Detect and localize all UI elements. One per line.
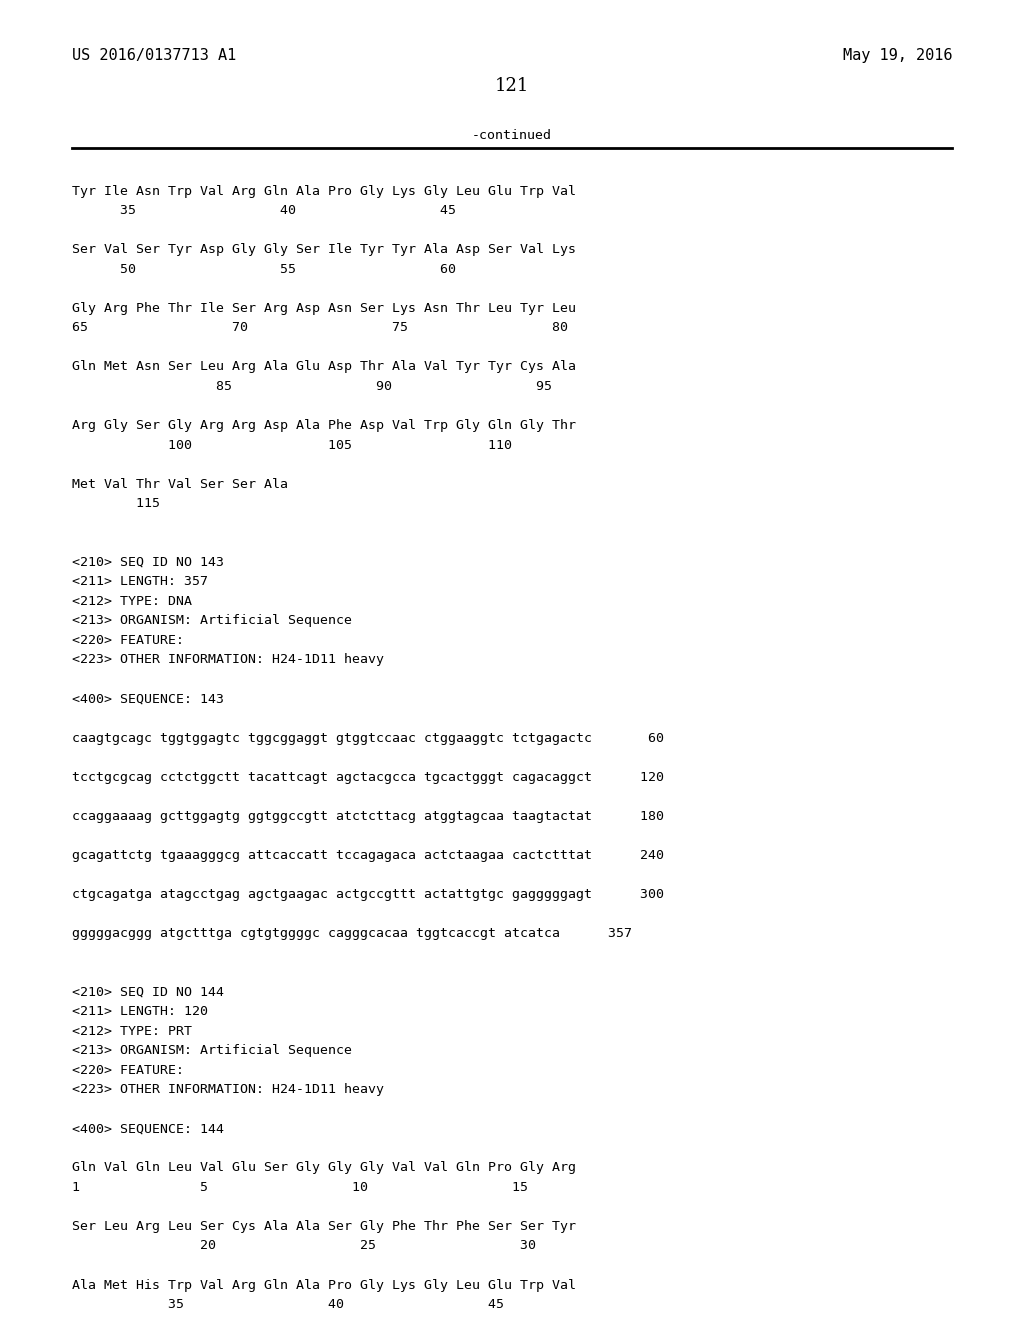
Text: <210> SEQ ID NO 144: <210> SEQ ID NO 144 [72, 986, 223, 998]
Text: <220> FEATURE:: <220> FEATURE: [72, 634, 183, 647]
Text: 100                 105                 110: 100 105 110 [72, 438, 512, 451]
Text: Arg Gly Ser Gly Arg Arg Asp Ala Phe Asp Val Trp Gly Gln Gly Thr: Arg Gly Ser Gly Arg Arg Asp Ala Phe Asp … [72, 418, 575, 432]
Text: gcagattctg tgaaagggcg attcaccatt tccagagaca actctaagaa cactctttat      240: gcagattctg tgaaagggcg attcaccatt tccagag… [72, 849, 664, 862]
Text: Tyr Ile Asn Trp Val Arg Gln Ala Pro Gly Lys Gly Leu Glu Trp Val: Tyr Ile Asn Trp Val Arg Gln Ala Pro Gly … [72, 185, 575, 198]
Text: gggggacggg atgctttga cgtgtggggc cagggcacaa tggtcaccgt atcatca      357: gggggacggg atgctttga cgtgtggggc cagggcac… [72, 927, 632, 940]
Text: 115: 115 [72, 498, 160, 510]
Text: 121: 121 [495, 77, 529, 95]
Text: <400> SEQUENCE: 143: <400> SEQUENCE: 143 [72, 693, 223, 705]
Text: <211> LENGTH: 357: <211> LENGTH: 357 [72, 576, 208, 589]
Text: 20                  25                  30: 20 25 30 [72, 1239, 536, 1253]
Text: 1               5                  10                  15: 1 5 10 15 [72, 1181, 527, 1193]
Text: <212> TYPE: DNA: <212> TYPE: DNA [72, 595, 191, 607]
Text: <223> OTHER INFORMATION: H24-1D11 heavy: <223> OTHER INFORMATION: H24-1D11 heavy [72, 653, 384, 667]
Text: 85                  90                  95: 85 90 95 [72, 380, 552, 393]
Text: Gln Met Asn Ser Leu Arg Ala Glu Asp Thr Ala Val Tyr Tyr Cys Ala: Gln Met Asn Ser Leu Arg Ala Glu Asp Thr … [72, 360, 575, 374]
Text: 35                  40                  45: 35 40 45 [72, 205, 456, 216]
Text: Ser Val Ser Tyr Asp Gly Gly Ser Ile Tyr Tyr Ala Asp Ser Val Lys: Ser Val Ser Tyr Asp Gly Gly Ser Ile Tyr … [72, 243, 575, 256]
Text: <400> SEQUENCE: 144: <400> SEQUENCE: 144 [72, 1122, 223, 1135]
Text: <213> ORGANISM: Artificial Sequence: <213> ORGANISM: Artificial Sequence [72, 1044, 351, 1057]
Text: Gln Val Gln Leu Val Glu Ser Gly Gly Gly Val Val Gln Pro Gly Arg: Gln Val Gln Leu Val Glu Ser Gly Gly Gly … [72, 1162, 575, 1175]
Text: <223> OTHER INFORMATION: H24-1D11 heavy: <223> OTHER INFORMATION: H24-1D11 heavy [72, 1084, 384, 1096]
Text: -continued: -continued [472, 129, 552, 143]
Text: Ala Met His Trp Val Arg Gln Ala Pro Gly Lys Gly Leu Glu Trp Val: Ala Met His Trp Val Arg Gln Ala Pro Gly … [72, 1279, 575, 1291]
Text: <210> SEQ ID NO 143: <210> SEQ ID NO 143 [72, 556, 223, 569]
Text: tcctgcgcag cctctggctt tacattcagt agctacgcca tgcactgggt cagacaggct      120: tcctgcgcag cctctggctt tacattcagt agctacg… [72, 771, 664, 784]
Text: <213> ORGANISM: Artificial Sequence: <213> ORGANISM: Artificial Sequence [72, 614, 351, 627]
Text: Met Val Thr Val Ser Ser Ala: Met Val Thr Val Ser Ser Ala [72, 478, 288, 491]
Text: <220> FEATURE:: <220> FEATURE: [72, 1064, 183, 1077]
Text: caagtgcagc tggtggagtc tggcggaggt gtggtccaac ctggaaggtc tctgagactc       60: caagtgcagc tggtggagtc tggcggaggt gtggtcc… [72, 731, 664, 744]
Text: Ser Leu Arg Leu Ser Cys Ala Ala Ser Gly Phe Thr Phe Ser Ser Tyr: Ser Leu Arg Leu Ser Cys Ala Ala Ser Gly … [72, 1220, 575, 1233]
Text: ccaggaaaag gcttggagtg ggtggccgtt atctcttacg atggtagcaa taagtactat      180: ccaggaaaag gcttggagtg ggtggccgtt atctctt… [72, 809, 664, 822]
Text: 65                  70                  75                  80: 65 70 75 80 [72, 321, 567, 334]
Text: <212> TYPE: PRT: <212> TYPE: PRT [72, 1024, 191, 1038]
Text: Gly Arg Phe Thr Ile Ser Arg Asp Asn Ser Lys Asn Thr Leu Tyr Leu: Gly Arg Phe Thr Ile Ser Arg Asp Asn Ser … [72, 302, 575, 314]
Text: 50                  55                  60: 50 55 60 [72, 263, 456, 276]
Text: ctgcagatga atagcctgag agctgaagac actgccgttt actattgtgc gagggggagt      300: ctgcagatga atagcctgag agctgaagac actgccg… [72, 888, 664, 900]
Text: <211> LENGTH: 120: <211> LENGTH: 120 [72, 1005, 208, 1018]
Text: May 19, 2016: May 19, 2016 [843, 48, 952, 62]
Text: 35                  40                  45: 35 40 45 [72, 1298, 504, 1311]
Text: US 2016/0137713 A1: US 2016/0137713 A1 [72, 48, 236, 62]
